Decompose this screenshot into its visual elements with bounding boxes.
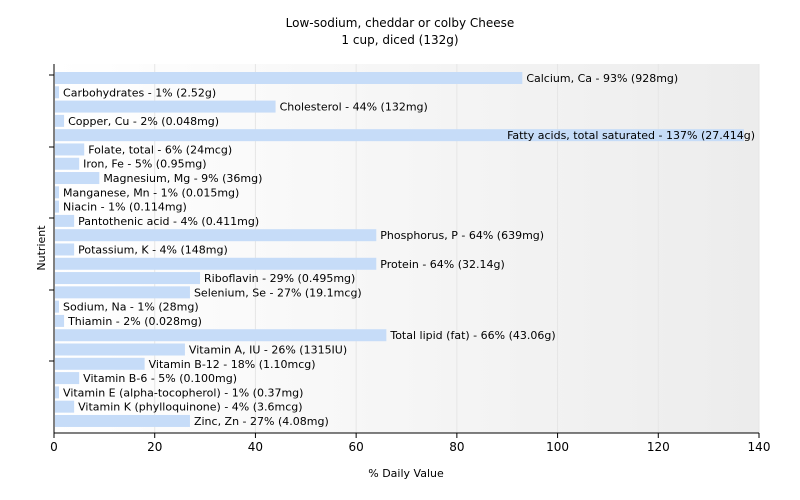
y-ticks	[49, 74, 54, 362]
bar-label: Cholesterol - 44% (132mg)	[280, 101, 428, 114]
x-tick-label: 140	[748, 440, 771, 454]
bar-label: Riboflavin - 29% (0.495mg)	[204, 272, 355, 285]
bar-label: Phosphorus, P - 64% (639mg)	[380, 229, 544, 242]
bar	[55, 400, 75, 413]
bar-label: Magnesium, Mg - 9% (36mg)	[103, 172, 262, 185]
bar	[55, 257, 377, 270]
bar	[55, 243, 75, 256]
chart-title: Low-sodium, cheddar or colby Cheese	[286, 16, 515, 30]
bar	[55, 343, 185, 356]
bar-label: Potassium, K - 4% (148mg)	[78, 243, 228, 256]
bar	[55, 114, 65, 127]
bar-label: Vitamin B-12 - 18% (1.10mcg)	[149, 358, 316, 371]
bar-label: Niacin - 1% (0.114mg)	[63, 201, 187, 214]
bar	[55, 314, 65, 327]
x-tick-label: 20	[147, 440, 162, 454]
chart-subtitle: 1 cup, diced (132g)	[341, 33, 458, 47]
bar-label: Manganese, Mn - 1% (0.015mg)	[63, 186, 239, 199]
bar-labels: Calcium, Ca - 93% (928mg) Carbohydrates -…	[63, 72, 755, 428]
bar	[55, 129, 744, 142]
bar-label: Zinc, Zn - 27% (4.08mg)	[194, 415, 329, 428]
bar-label: Vitamin K (phylloquinone) - 4% (3.6mcg)	[78, 401, 302, 414]
bars	[55, 72, 744, 427]
bar-label: Thiamin - 2% (0.028mg)	[67, 315, 202, 328]
bar-label: Fatty acids, total saturated - 137% (27.…	[507, 129, 755, 142]
x-tick-label: 80	[449, 440, 464, 454]
bar	[55, 286, 190, 299]
bar	[55, 157, 80, 170]
bar-label: Carbohydrates - 1% (2.52g)	[63, 86, 216, 99]
x-ticks: 0 20 40 60 80 100 120 140	[50, 433, 770, 454]
x-tick-label: 100	[546, 440, 569, 454]
x-axis-title: % Daily Value	[368, 467, 444, 480]
bar-label: Total lipid (fat) - 66% (43.06g)	[389, 329, 555, 342]
x-tick-label: 40	[248, 440, 263, 454]
bar	[55, 143, 85, 156]
bar	[55, 229, 377, 242]
y-axis-title: Nutrient	[35, 225, 48, 271]
plot-area	[54, 64, 759, 433]
axes	[53, 64, 759, 434]
bar-label: Iron, Fe - 5% (0.95mg)	[83, 158, 206, 171]
bar-label: Folate, total - 6% (24mcg)	[88, 143, 232, 156]
bar	[55, 329, 387, 342]
bar	[55, 386, 60, 399]
bar	[55, 200, 60, 213]
grid-lines	[154, 64, 760, 433]
bar	[55, 272, 201, 285]
x-tick-label: 120	[647, 440, 670, 454]
bar-label: Vitamin A, IU - 26% (1315IU)	[189, 344, 347, 357]
x-tick-label: 60	[349, 440, 364, 454]
bar-label: Copper, Cu - 2% (0.048mg)	[68, 115, 219, 128]
bar	[55, 214, 75, 227]
bar	[55, 372, 80, 385]
bar	[55, 72, 523, 84]
bar-label: Pantothenic acid - 4% (0.411mg)	[78, 215, 259, 228]
bar	[55, 172, 100, 185]
x-tick-label: 0	[50, 440, 58, 454]
bar-label: Selenium, Se - 27% (19.1mcg)	[194, 286, 362, 299]
bar-label: Sodium, Na - 1% (28mg)	[63, 301, 199, 314]
bar-label: Calcium, Ca - 93% (928mg)	[526, 72, 678, 85]
bar-label: Vitamin B-6 - 5% (0.100mg)	[83, 372, 237, 385]
bar	[55, 300, 60, 313]
bar-label: Protein - 64% (32.14g)	[380, 258, 505, 271]
bar	[55, 357, 145, 370]
bar-label: Vitamin E (alpha-tocopherol) - 1% (0.37m…	[63, 386, 303, 399]
bar	[55, 86, 60, 99]
bar	[55, 414, 190, 427]
bar	[55, 100, 276, 113]
bar	[55, 186, 60, 199]
